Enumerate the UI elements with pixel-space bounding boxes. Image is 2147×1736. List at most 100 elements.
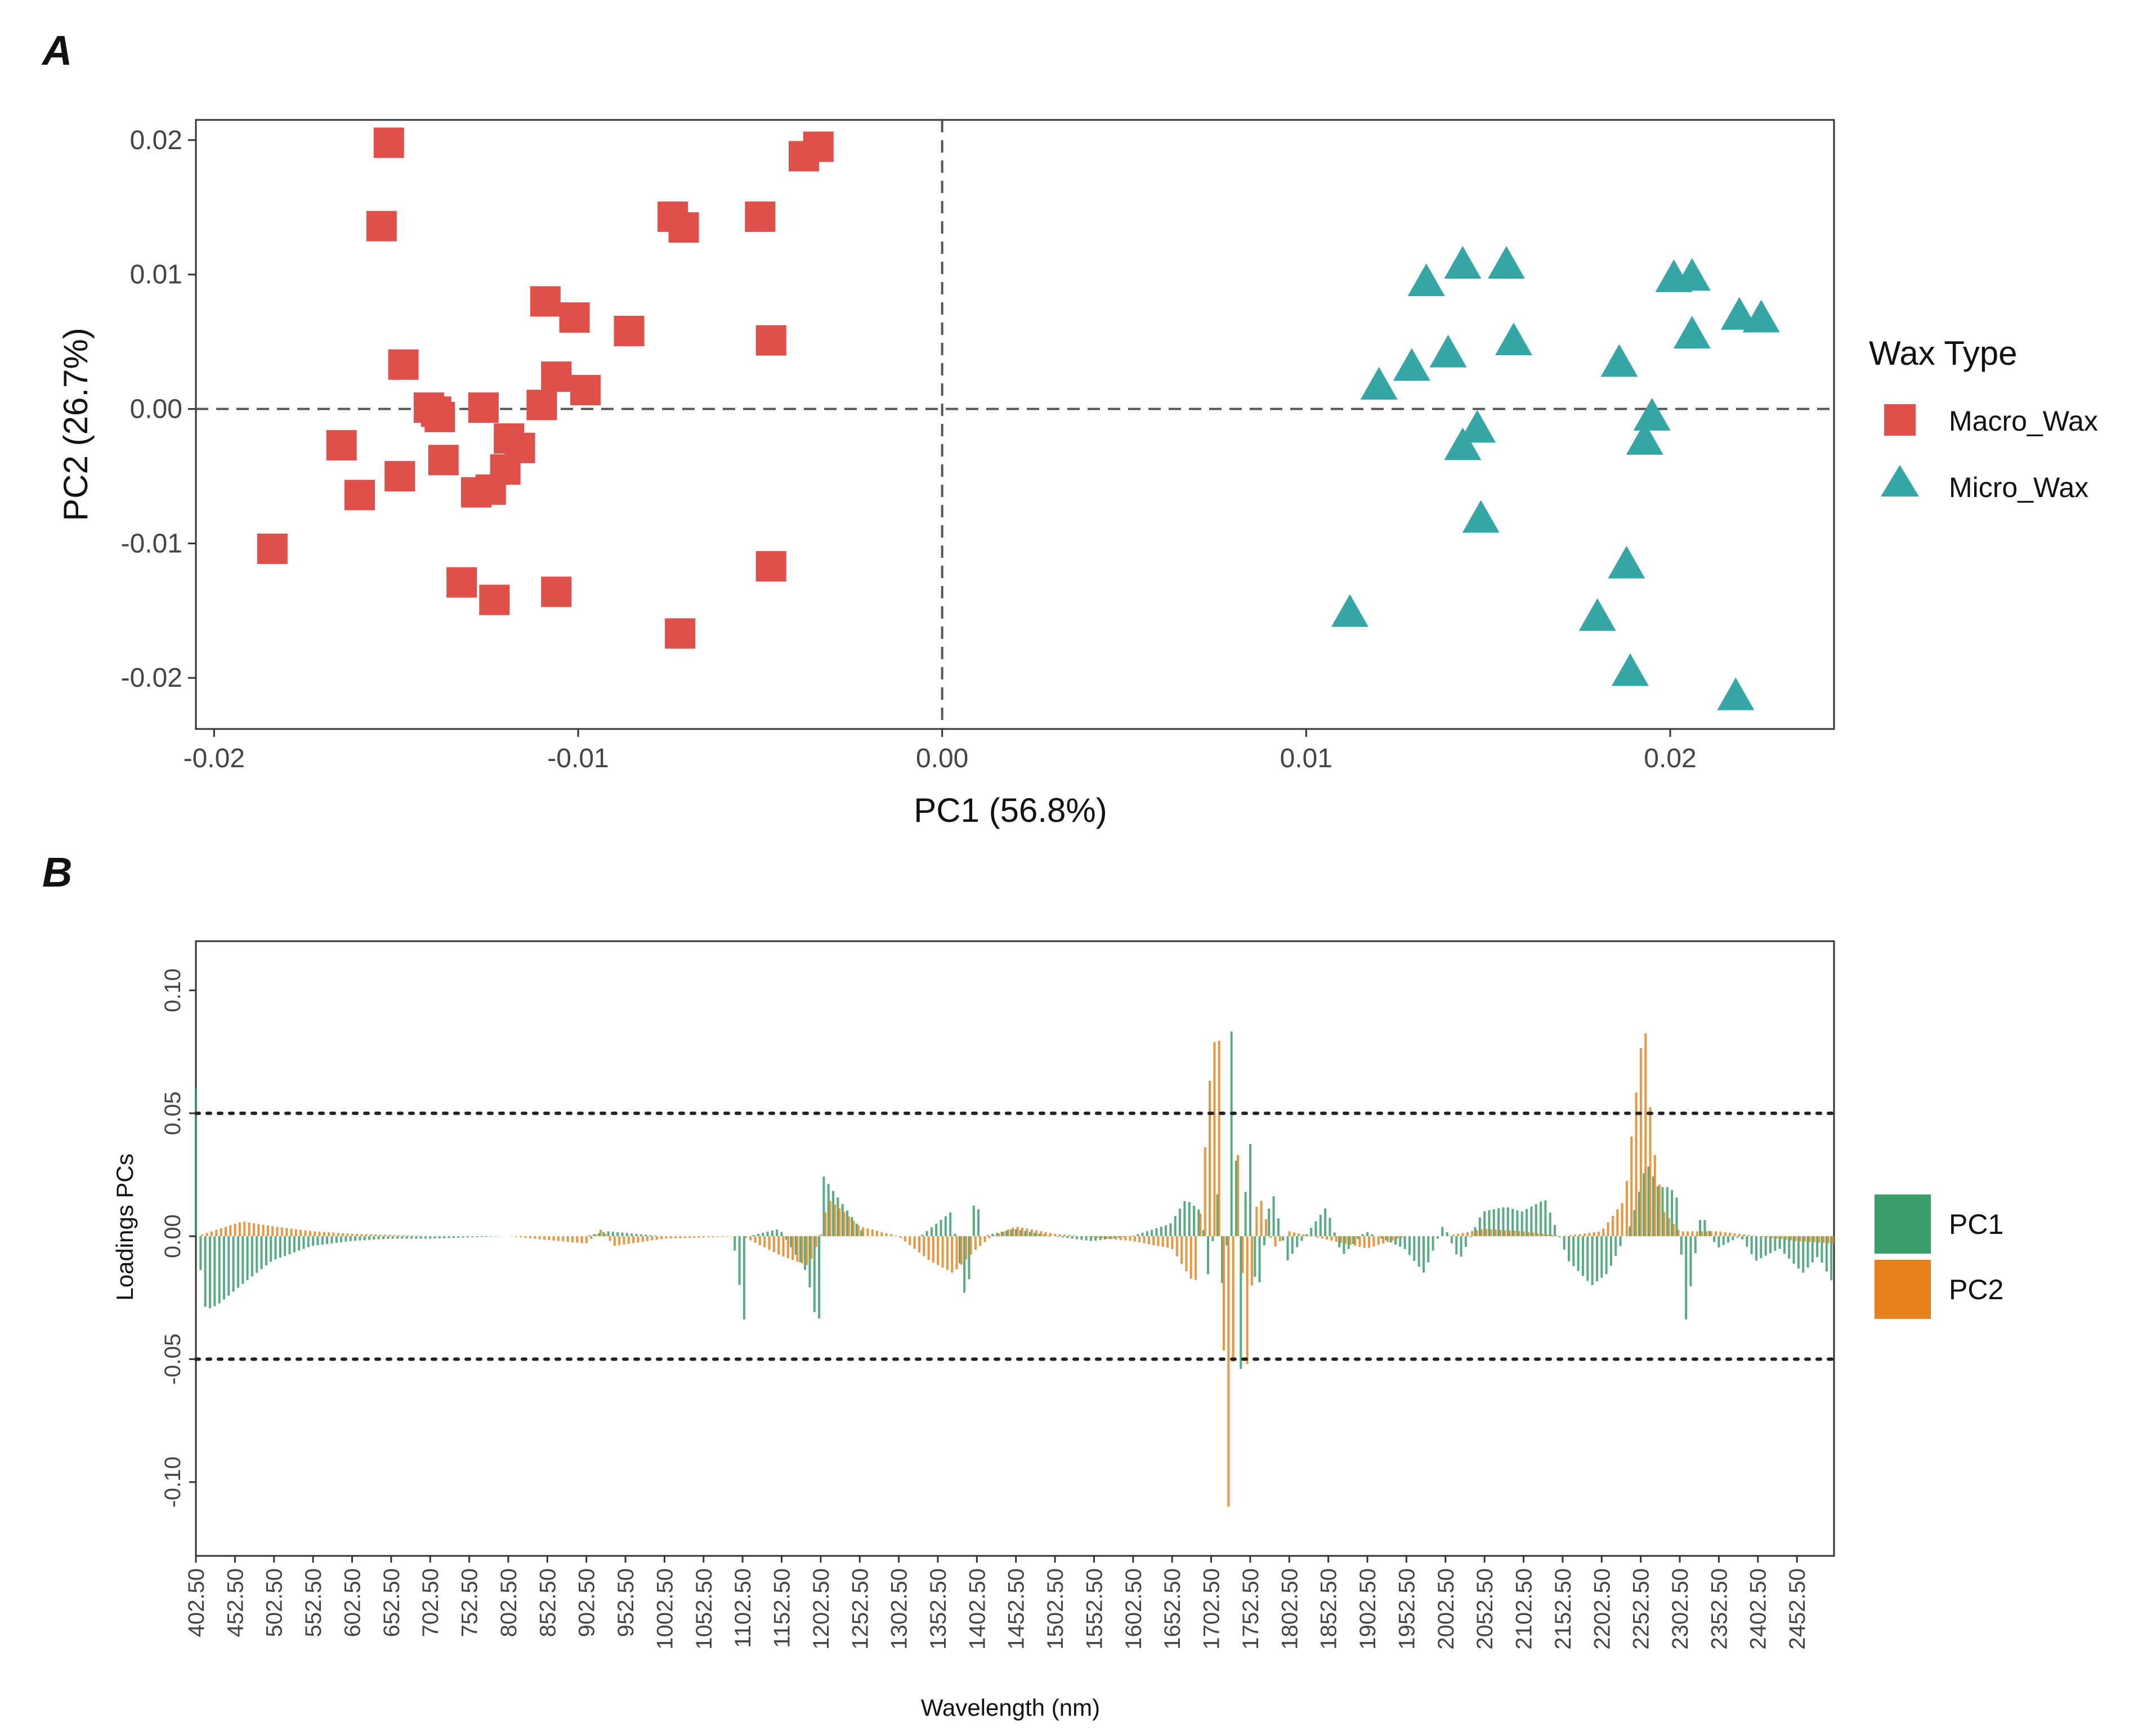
micro-wax-point: [1488, 245, 1525, 279]
micro-wax-point: [1444, 245, 1482, 279]
panel-b-x-tick-label: 702.50: [418, 1568, 443, 1637]
micro-wax-point: [1611, 653, 1649, 686]
macro-wax-point: [388, 349, 419, 380]
panel-b-x-tick-label: 852.50: [535, 1568, 560, 1637]
legend-pc1-label: PC1: [1949, 1209, 2003, 1240]
panel-b-x-tick-label: 1002.50: [652, 1568, 677, 1650]
panel-b-x-tick-label: 1702.50: [1200, 1568, 1224, 1650]
panel-b-label: B: [42, 849, 72, 896]
panel-b-x-tick-label: 1752.50: [1238, 1568, 1263, 1650]
panel-b-x-tick-label: 802.50: [497, 1568, 521, 1637]
panel-b-x-tick-label: 1202.50: [809, 1568, 834, 1650]
panel-b-x-tick-label: 2202.50: [1590, 1568, 1614, 1650]
panel-b-x-tick-label: 1252.50: [848, 1568, 873, 1650]
panel-b-legend: PC1 PC2: [1875, 1194, 2003, 1319]
panel-b-x-tick-label: 752.50: [458, 1568, 482, 1637]
legend-title: Wax Type: [1869, 334, 2017, 372]
macro-wax-point: [755, 325, 786, 356]
macro-wax-point: [345, 480, 375, 511]
micro-wax-point: [1444, 427, 1482, 460]
panel-b-x-tick-label: 2402.50: [1746, 1568, 1771, 1650]
macro-wax-point: [668, 212, 699, 243]
micro-wax-point: [1720, 297, 1758, 330]
panel-b-x-tick-label: 902.50: [575, 1568, 600, 1637]
panel-b-x-tick-label: 402.50: [184, 1568, 209, 1637]
macro-wax-point: [257, 533, 288, 564]
panel-a-x-axis-title: PC1 (56.8%): [914, 791, 1107, 829]
micro-wax-point: [1331, 594, 1368, 627]
panel-b-x-tick-label: 2302.50: [1668, 1568, 1693, 1650]
macro-wax-point: [530, 286, 561, 317]
panel-b-y-tick-label: 0.10: [160, 968, 185, 1012]
panel-b-y-tick-label: 0.05: [160, 1091, 185, 1135]
panel-b-x-tick-label: 1602.50: [1121, 1568, 1146, 1650]
macro-wax-point: [745, 201, 776, 232]
panel-b-x-tick-label: 1552.50: [1082, 1568, 1107, 1650]
micro-wax-point: [1742, 299, 1780, 333]
macro-wax-point: [755, 551, 786, 581]
micro-wax-point: [1429, 334, 1467, 368]
panel-a-x-tick-label: -0.01: [547, 744, 609, 773]
panel-a-x-tick-label: 0.02: [1644, 744, 1696, 773]
panel-a-y-axis-title: PC2 (26.7%): [57, 328, 95, 521]
micro-wax-point: [1633, 397, 1671, 431]
panel-b-x-tick-label: 2152.50: [1551, 1568, 1576, 1650]
macro-wax-point: [326, 430, 357, 461]
micro-wax-point: [1459, 410, 1496, 443]
panel-b-y-axis-title: Loadings PCs: [111, 1153, 138, 1301]
panel-b-x-tick-label: 2052.50: [1473, 1568, 1497, 1650]
legend-pc2-swatch: [1875, 1260, 1931, 1319]
panel-b-x-tick-label: 1652.50: [1160, 1568, 1185, 1650]
panel-b-x-tick-label: 2102.50: [1512, 1568, 1537, 1650]
macro-wax-point: [665, 618, 696, 649]
panel-a-y-ticks: -0.02 -0.01 0.00 0.01 0.02: [121, 126, 196, 693]
macro-wax-point: [504, 432, 535, 463]
macro-wax-point: [614, 315, 645, 346]
legend-pc1-swatch: [1875, 1194, 1931, 1254]
panel-b-plot-frame: [195, 940, 1835, 1557]
macro-wax-point: [541, 361, 572, 392]
panel-a-points: [257, 127, 1780, 710]
panel-b-x-tick-label: 2002.50: [1434, 1568, 1459, 1650]
micro-wax-point: [1608, 545, 1645, 579]
micro-wax-point: [1462, 500, 1500, 533]
panel-a-x-tick-label: 0.00: [916, 744, 968, 773]
panel-b-x-tick-label: 1352.50: [926, 1568, 951, 1650]
panel-b-y-tick-label: 0.00: [160, 1214, 185, 1258]
macro-wax-point: [384, 460, 415, 491]
micro-wax-point: [1578, 598, 1616, 631]
micro-wax-point: [1407, 263, 1445, 297]
macro-wax-point: [446, 567, 477, 598]
panel-b-y-tick-label: -0.05: [160, 1334, 185, 1385]
panel-b-x-tick-label: 1902.50: [1356, 1568, 1380, 1650]
panel-b-x-tick-label: 552.50: [301, 1568, 326, 1637]
panel-b-loadings: 402.50 452.50 502.50 552.50 602.50 652.50 702.…: [111, 940, 1836, 1721]
panel-b-x-tick-label: 1402.50: [965, 1568, 990, 1650]
legend-macro-square: [1884, 404, 1916, 436]
micro-wax-point: [1673, 258, 1711, 291]
panel-a-x-tick-label: 0.01: [1280, 744, 1332, 773]
micro-wax-point: [1495, 323, 1532, 356]
panel-b-x-tick-label: 1502.50: [1043, 1568, 1068, 1650]
macro-wax-point: [479, 584, 510, 615]
micro-wax-point: [1393, 348, 1430, 381]
panel-b-x-tick-label: 1102.50: [731, 1568, 755, 1648]
panel-a-y-tick-label: 0.01: [130, 260, 182, 290]
micro-wax-point: [1673, 316, 1711, 349]
legend-micro-triangle: [1881, 465, 1919, 496]
macro-wax-point: [559, 302, 590, 333]
panel-a-y-tick-label: -0.02: [121, 663, 182, 693]
panel-a-y-tick-label: 0.02: [130, 126, 182, 155]
panel-a-scatter: -0.02 -0.01 0.00 0.01 0.02 -0.02 -0.01 0.00 0.0…: [57, 119, 1835, 829]
macro-wax-point: [428, 445, 459, 476]
legend-macro-label: Macro_Wax: [1949, 405, 2098, 437]
panel-b-x-tick-label: 952.50: [614, 1568, 638, 1637]
panel-a-plot-frame: [195, 119, 1835, 730]
panel-b-x-tick-label: 602.50: [340, 1568, 365, 1637]
micro-wax-point: [1360, 366, 1398, 400]
panel-b-x-tick-label: 2352.50: [1707, 1568, 1732, 1650]
macro-wax-point: [570, 375, 601, 406]
macro-wax-point: [468, 392, 499, 423]
panel-b-y-tick-label: -0.10: [160, 1456, 185, 1507]
